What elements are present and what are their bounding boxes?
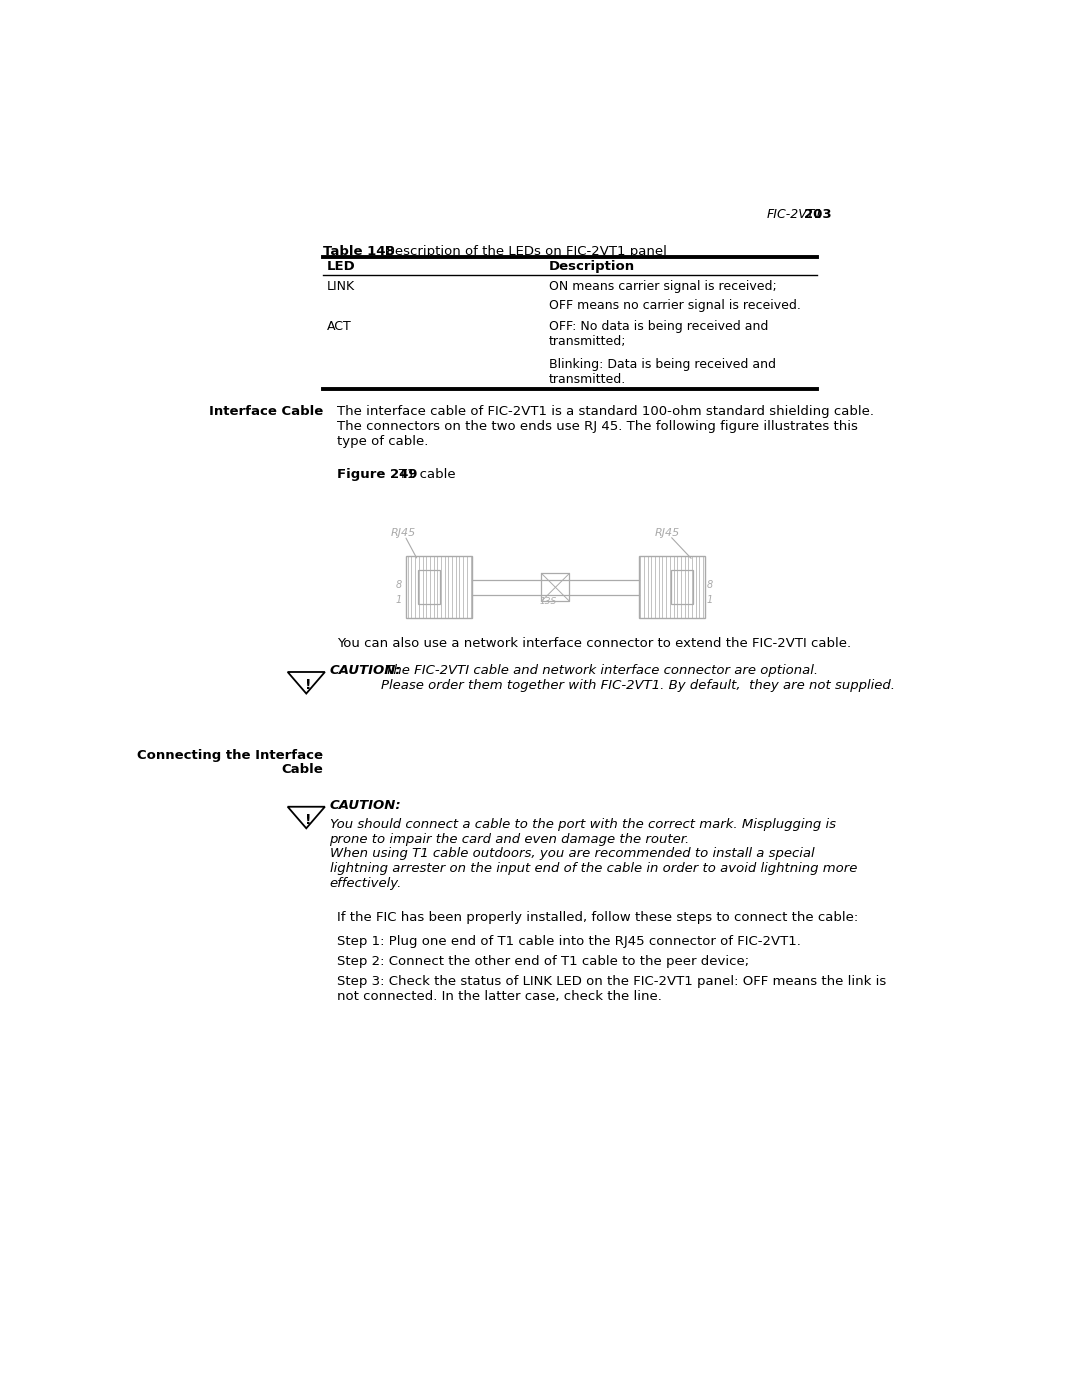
- Text: ON means carrier signal is received;: ON means carrier signal is received;: [549, 279, 777, 293]
- Text: Description: Description: [549, 260, 635, 272]
- Text: Interface Cable: Interface Cable: [210, 405, 323, 418]
- Text: !: !: [305, 678, 311, 692]
- Text: RJ45: RJ45: [391, 528, 416, 538]
- Text: Step 2: Connect the other end of T1 cable to the peer device;: Step 2: Connect the other end of T1 cabl…: [337, 956, 750, 968]
- Text: CAUTION:: CAUTION:: [329, 799, 401, 812]
- Text: Figure 249: Figure 249: [337, 468, 418, 481]
- Text: 1: 1: [395, 595, 402, 605]
- Text: 203: 203: [804, 208, 832, 221]
- Text: CAUTION:: CAUTION:: [329, 665, 401, 678]
- Text: Connecting the Interface: Connecting the Interface: [137, 749, 323, 761]
- Text: 8: 8: [706, 580, 713, 590]
- Bar: [672, 570, 693, 605]
- Text: The interface cable of FIC-2VT1 is a standard 100-ohm standard shielding cable.
: The interface cable of FIC-2VT1 is a sta…: [337, 405, 875, 448]
- Text: 8: 8: [395, 580, 402, 590]
- Text: 13S: 13S: [540, 597, 557, 605]
- Text: OFF: No data is being received and
transmitted;: OFF: No data is being received and trans…: [549, 320, 768, 348]
- Text: Table 148: Table 148: [323, 244, 395, 257]
- Bar: [541, 573, 569, 601]
- Text: When using T1 cable outdoors, you are recommended to install a special
lightning: When using T1 cable outdoors, you are re…: [329, 847, 856, 890]
- Text: T1 cable: T1 cable: [387, 468, 456, 481]
- Text: RJ45: RJ45: [654, 528, 679, 538]
- Text: LED: LED: [326, 260, 355, 272]
- Text: !: !: [305, 813, 311, 827]
- Text: Cable: Cable: [282, 763, 323, 775]
- Text: 1: 1: [706, 595, 713, 605]
- Text: Description of the LEDs on FIC-2VT1 panel: Description of the LEDs on FIC-2VT1 pane…: [373, 244, 667, 257]
- Text: LINK: LINK: [326, 279, 354, 293]
- Text: Step 1: Plug one end of T1 cable into the RJ45 connector of FIC-2VT1.: Step 1: Plug one end of T1 cable into th…: [337, 936, 801, 949]
- Text: You should connect a cable to the port with the correct mark. Misplugging is
pro: You should connect a cable to the port w…: [329, 817, 836, 845]
- Text: Step 3: Check the status of LINK LED on the FIC-2VT1 panel: OFF means the link i: Step 3: Check the status of LINK LED on …: [337, 975, 887, 1003]
- Text: ACT: ACT: [326, 320, 351, 332]
- Text: The FIC-2VTI cable and network interface connector are optional.
Please order th: The FIC-2VTI cable and network interface…: [381, 665, 895, 693]
- Text: FIC-2VT1: FIC-2VT1: [767, 208, 823, 221]
- Text: OFF means no carrier signal is received.: OFF means no carrier signal is received.: [549, 299, 800, 312]
- Text: Blinking: Data is being received and
transmitted.: Blinking: Data is being received and tra…: [549, 358, 775, 386]
- Bar: [418, 570, 440, 605]
- Text: You can also use a network interface connector to extend the FIC-2VTI cable.: You can also use a network interface con…: [337, 637, 851, 651]
- Text: If the FIC has been properly installed, follow these steps to connect the cable:: If the FIC has been properly installed, …: [337, 911, 859, 923]
- Bar: [638, 556, 704, 617]
- Bar: [406, 556, 472, 617]
